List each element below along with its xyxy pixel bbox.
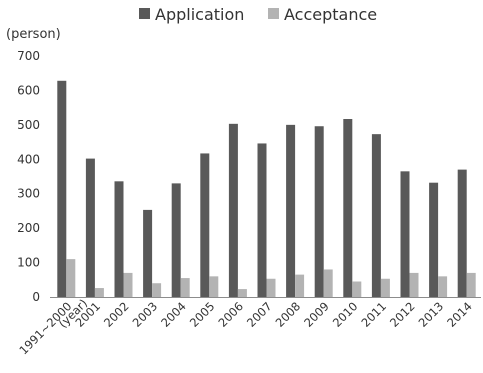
x-tick-label: 2012 (387, 299, 418, 330)
bar-application (286, 124, 296, 297)
x-tick-label: 2009 (301, 299, 332, 330)
legend: Application Acceptance (139, 5, 377, 24)
x-tick-label: 2006 (215, 299, 246, 330)
x-tick-label: 2014 (444, 299, 475, 330)
y-tick-label: 700 (17, 49, 40, 63)
bar-application (228, 123, 238, 298)
y-tick-label: 300 (17, 187, 40, 201)
x-tick-label: 2005 (187, 299, 218, 330)
legend-label-application: Application (155, 5, 244, 24)
bar-acceptance (266, 278, 276, 297)
bar-acceptance (466, 272, 476, 297)
bar-acceptance (352, 281, 362, 297)
y-axis-unit-label: (person) (6, 27, 61, 42)
bar-application (257, 143, 267, 297)
bar-application (457, 169, 467, 297)
legend-label-acceptance: Acceptance (284, 5, 377, 24)
bar-acceptance (409, 272, 419, 297)
x-tick-label: 2010 (330, 299, 361, 330)
bar-acceptance (180, 278, 190, 297)
bar-application (314, 126, 324, 297)
bar-application (143, 209, 153, 297)
x-tick-label: 2007 (244, 299, 275, 330)
legend-swatch-acceptance (268, 8, 279, 19)
y-axis-ticks: 0 100 200 300 400 500 600 700 (17, 49, 40, 304)
bar-acceptance (66, 259, 76, 297)
bar-acceptance (295, 274, 305, 297)
bar-acceptance (237, 289, 247, 297)
x-tick-label: 2011 (358, 299, 389, 330)
bar-acceptance (94, 288, 104, 297)
y-tick-label: 400 (17, 152, 40, 166)
bar-application (371, 134, 381, 297)
x-axis-ticks: 1991~20002001200220032004200520062007200… (16, 299, 475, 357)
y-tick-label: 100 (17, 256, 40, 270)
y-tick-label: 0 (32, 290, 40, 304)
bar-acceptance (123, 272, 133, 297)
x-tick-label: 2003 (130, 299, 161, 330)
y-tick-label: 200 (17, 221, 40, 235)
y-tick-label: 600 (17, 83, 40, 97)
bar-acceptance (152, 283, 162, 297)
bar-application (114, 181, 124, 297)
bar-application (343, 119, 353, 297)
bar-application (429, 182, 439, 297)
y-tick-label: 500 (17, 118, 40, 132)
legend-swatch-application (139, 8, 150, 19)
bar-acceptance (380, 278, 390, 297)
bar-application (171, 183, 181, 297)
x-tick-label: 2002 (101, 299, 132, 330)
bar-application (200, 153, 210, 297)
bar-application (400, 171, 410, 297)
bar-application (85, 158, 95, 297)
bar-series (57, 80, 476, 298)
x-tick-label: 2008 (273, 299, 304, 330)
bar-acceptance (323, 269, 333, 297)
bar-acceptance (438, 276, 448, 297)
x-tick-label: 2004 (158, 299, 189, 330)
bar-acceptance (209, 276, 219, 297)
x-tick-label: 2013 (416, 299, 447, 330)
bar-application (57, 80, 67, 297)
